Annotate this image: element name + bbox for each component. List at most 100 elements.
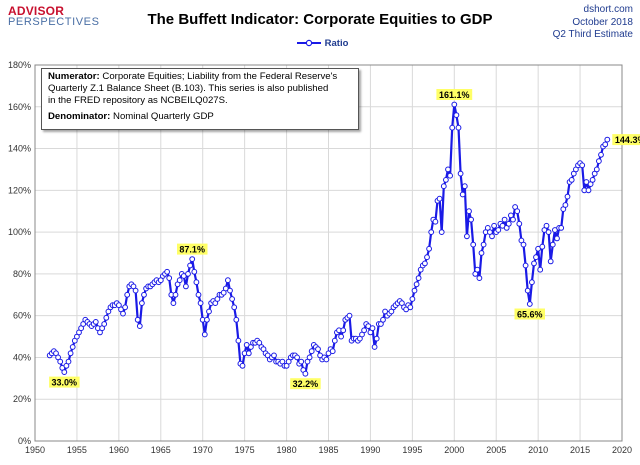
- data-point: [315, 346, 321, 353]
- data-point: [457, 170, 464, 177]
- data-point: [466, 208, 472, 215]
- data-point: [449, 124, 456, 131]
- data-point: [197, 300, 204, 307]
- annotation-text: 87.1%: [179, 244, 205, 254]
- data-point: [489, 233, 495, 240]
- annotation-bg: [436, 89, 473, 100]
- x-tick-label: 2010: [528, 445, 548, 455]
- x-tick-label: 1990: [360, 445, 380, 455]
- x-tick-label: 2020: [612, 445, 632, 455]
- data-point: [245, 350, 252, 357]
- data-point: [170, 300, 177, 307]
- data-point: [69, 344, 76, 350]
- data-point: [136, 323, 143, 330]
- legend-line-icon: [297, 40, 321, 47]
- data-point: [189, 256, 196, 263]
- data-point: [183, 283, 189, 290]
- data-point: [239, 362, 246, 369]
- data-point: [338, 333, 345, 340]
- legend-label-ratio: Ratio: [324, 38, 349, 49]
- data-point: [225, 277, 231, 284]
- x-tick-label: 1980: [277, 445, 297, 455]
- data-point: [478, 250, 485, 256]
- numerator-label: Numerator:: [48, 71, 100, 82]
- data-point: [554, 235, 560, 242]
- data-point: [598, 151, 604, 158]
- data-point: [438, 229, 445, 236]
- data-point: [61, 369, 68, 376]
- annotation-text: 65.6%: [517, 309, 543, 319]
- data-point: [176, 277, 183, 284]
- x-tick-label: 1970: [193, 445, 213, 455]
- data-point: [206, 308, 212, 315]
- data-point: [585, 187, 592, 194]
- y-tick-label: 180%: [8, 60, 31, 70]
- data-point: [568, 177, 575, 183]
- x-axis: 1950 1955 1960 1965 1970 1975 1980 1985 1990 1995…: [25, 445, 632, 455]
- x-tick-label: 1955: [67, 445, 87, 455]
- data-point: [424, 254, 430, 261]
- annotation-bg: [49, 376, 80, 388]
- data-point: [436, 195, 443, 202]
- estimate-label: Q2 Third Estimate: [552, 29, 633, 40]
- y-axis: 0% 20% 40% 60% 80% 100% 120% 140% 160% 180%: [8, 60, 31, 446]
- y-tick-label: 20%: [13, 394, 31, 404]
- data-point: [596, 158, 602, 165]
- data-point: [134, 316, 141, 323]
- data-point: [120, 310, 126, 317]
- data-point: [461, 183, 468, 190]
- data-point: [187, 262, 194, 269]
- data-point: [579, 162, 586, 169]
- data-point: [468, 216, 475, 223]
- data-point: [443, 177, 449, 183]
- numerator-line-2: Quarterly Z.1 Balance Sheet (B.103). Thi…: [48, 83, 329, 94]
- data-point: [415, 275, 422, 282]
- data-point: [464, 233, 470, 240]
- x-tick-label: 1985: [318, 445, 338, 455]
- data-point: [411, 287, 418, 294]
- data-point: [453, 112, 460, 118]
- data-point: [164, 268, 171, 275]
- x-tick-label: 1965: [151, 445, 171, 455]
- data-point: [369, 325, 376, 332]
- data-point: [380, 316, 386, 323]
- data-point: [455, 124, 462, 131]
- source-label: dshort.com: [583, 4, 633, 15]
- data-point: [235, 337, 242, 344]
- data-point: [67, 350, 74, 357]
- data-point: [549, 241, 556, 248]
- data-point: [132, 287, 139, 294]
- y-tick-label: 0%: [18, 436, 31, 446]
- series-ratio: [46, 101, 611, 377]
- denominator-text: Nominal Quarterly GDP: [110, 111, 214, 122]
- data-point: [426, 245, 433, 252]
- data-point: [440, 183, 447, 190]
- data-point: [329, 348, 336, 355]
- data-point: [172, 291, 179, 298]
- plot-area-border: [34, 64, 623, 442]
- data-point: [57, 358, 64, 365]
- y-tick-label: 40%: [13, 352, 31, 362]
- data-point: [65, 358, 72, 365]
- data-point: [505, 220, 512, 227]
- data-point: [193, 279, 200, 286]
- data-point: [409, 296, 416, 302]
- data-point: [589, 177, 596, 183]
- annotation-label: 161.1%: [436, 89, 473, 100]
- data-point: [447, 172, 454, 179]
- data-point: [166, 275, 173, 282]
- data-point: [543, 222, 550, 229]
- y-tick-label: 100%: [8, 227, 31, 237]
- annotation-bg: [514, 308, 545, 320]
- data-point: [371, 344, 378, 350]
- annotation-label: 144.3%: [612, 134, 640, 146]
- data-point: [529, 279, 535, 286]
- data-point: [373, 335, 380, 342]
- data-point: [101, 321, 108, 327]
- legend: Ratio: [296, 38, 348, 49]
- y-tick-label: 80%: [13, 269, 31, 279]
- data-point: [520, 241, 527, 248]
- data-point: [516, 220, 523, 227]
- annotations: 33.0% 87.1% 32.2% 161.1% 65.6% 144.3%: [49, 89, 640, 390]
- numerator-text: Corporate Equities; Liability from the F…: [99, 71, 338, 82]
